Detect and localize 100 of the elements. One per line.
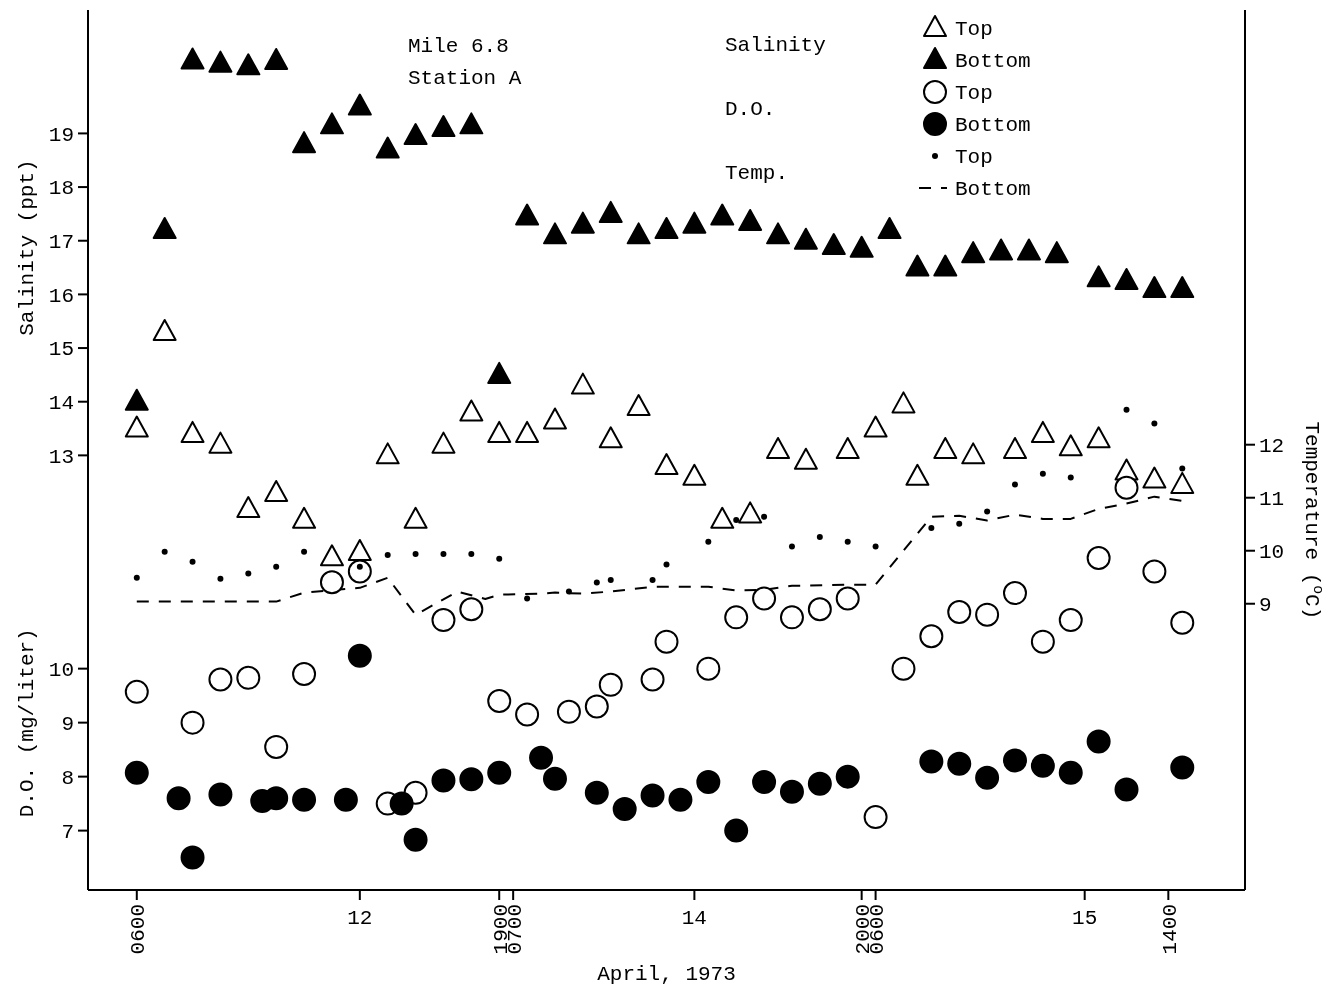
point: [440, 550, 447, 557]
point: [273, 563, 280, 570]
point: [919, 749, 944, 774]
point: [640, 783, 665, 808]
y3-tick-label: 10: [48, 659, 74, 682]
point: [705, 538, 712, 545]
point: [891, 656, 916, 681]
point: [556, 699, 581, 724]
x-tick-label: 14: [681, 907, 707, 930]
legend-label: Top: [955, 18, 993, 42]
point: [124, 679, 149, 704]
y-tick-label: 19: [48, 123, 74, 147]
point: [649, 576, 656, 583]
point: [124, 760, 149, 785]
point: [835, 586, 860, 611]
point: [292, 787, 317, 812]
point: [733, 516, 740, 523]
point: [807, 597, 832, 622]
y2-tick-label: 9: [1259, 594, 1272, 618]
y2-tick-label: 12: [1259, 435, 1285, 459]
y-tick-label: 13: [48, 445, 74, 469]
x-axis-title: April, 1973: [597, 963, 736, 986]
point: [919, 624, 944, 649]
point: [459, 767, 484, 792]
point: [1030, 629, 1055, 654]
point: [947, 599, 972, 624]
point: [487, 760, 512, 785]
y-axis-title: Salinity (ppt): [16, 159, 39, 336]
annotation: Temp.: [725, 162, 789, 185]
point: [468, 550, 475, 557]
point: [524, 595, 531, 602]
point: [1170, 755, 1195, 780]
y-tick-label: 15: [48, 338, 74, 362]
annotation: Salinity: [725, 34, 826, 57]
point: [1067, 474, 1074, 481]
annotation: Station A: [408, 67, 522, 90]
point: [217, 575, 224, 582]
point: [975, 602, 1000, 627]
point: [1142, 559, 1167, 584]
point: [1151, 420, 1158, 427]
point: [1058, 608, 1083, 633]
point: [319, 570, 344, 595]
point: [1114, 475, 1139, 500]
point: [947, 751, 972, 776]
point: [384, 551, 391, 558]
point: [593, 579, 600, 586]
point: [1086, 545, 1111, 570]
point: [607, 576, 614, 583]
point: [412, 550, 419, 557]
point: [696, 770, 721, 795]
point: [161, 548, 168, 555]
point: [333, 787, 358, 812]
point: [663, 561, 670, 568]
point: [1002, 748, 1027, 773]
x-tick-label: 0600: [127, 904, 151, 955]
y-tick-label: 14: [48, 392, 74, 416]
point: [654, 629, 679, 654]
legend-label: Bottom: [955, 178, 1031, 202]
point: [863, 805, 888, 830]
point: [292, 662, 317, 687]
point: [1002, 581, 1027, 606]
point: [529, 745, 554, 770]
point: [788, 543, 795, 550]
point: [403, 827, 428, 852]
point: [724, 818, 749, 843]
point: [640, 667, 665, 692]
point: [542, 766, 567, 791]
y-tick-label: 18: [48, 177, 74, 201]
point: [301, 548, 308, 555]
point: [779, 779, 804, 804]
point: [245, 570, 252, 577]
point: [1179, 465, 1186, 472]
point: [1011, 481, 1018, 488]
point: [1058, 760, 1083, 785]
y-tick-label: 17: [48, 231, 74, 255]
point: [807, 771, 832, 796]
point: [487, 689, 512, 714]
point: [515, 702, 540, 727]
point: [598, 672, 623, 697]
annotation: Mile 6.8: [408, 35, 509, 58]
point: [584, 780, 609, 805]
point: [835, 764, 860, 789]
point: [189, 558, 196, 565]
point: [752, 770, 777, 795]
point: [496, 555, 503, 562]
point: [264, 734, 289, 759]
point: [1170, 610, 1195, 635]
point: [928, 524, 935, 531]
legend-label: Top: [955, 146, 993, 170]
y3-tick-label: 8: [61, 766, 74, 790]
point: [844, 538, 851, 545]
point: [347, 559, 372, 584]
y3-tick-label: 7: [61, 820, 74, 844]
point: [1114, 777, 1139, 802]
point: [779, 605, 804, 630]
legend-label: Bottom: [955, 114, 1031, 138]
y2-tick-label: 11: [1259, 488, 1285, 512]
point: [761, 513, 768, 520]
point: [668, 787, 693, 812]
point: [975, 765, 1000, 790]
